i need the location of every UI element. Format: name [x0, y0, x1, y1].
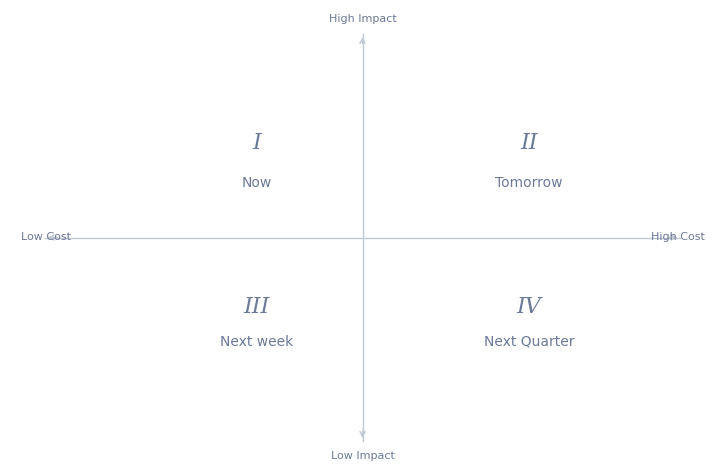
Text: Next week: Next week — [220, 335, 293, 349]
Text: I: I — [252, 132, 261, 154]
Text: Low Impact: Low Impact — [331, 451, 394, 461]
Text: IV: IV — [516, 296, 542, 318]
Text: II: II — [520, 132, 538, 154]
Text: High Cost: High Cost — [650, 232, 705, 243]
Text: Now: Now — [241, 176, 272, 190]
Text: III: III — [244, 296, 270, 318]
Text: Next Quarter: Next Quarter — [484, 335, 574, 349]
Text: High Impact: High Impact — [328, 14, 397, 24]
Text: Tomorrow: Tomorrow — [495, 176, 563, 190]
Text: Low Cost: Low Cost — [20, 232, 70, 243]
